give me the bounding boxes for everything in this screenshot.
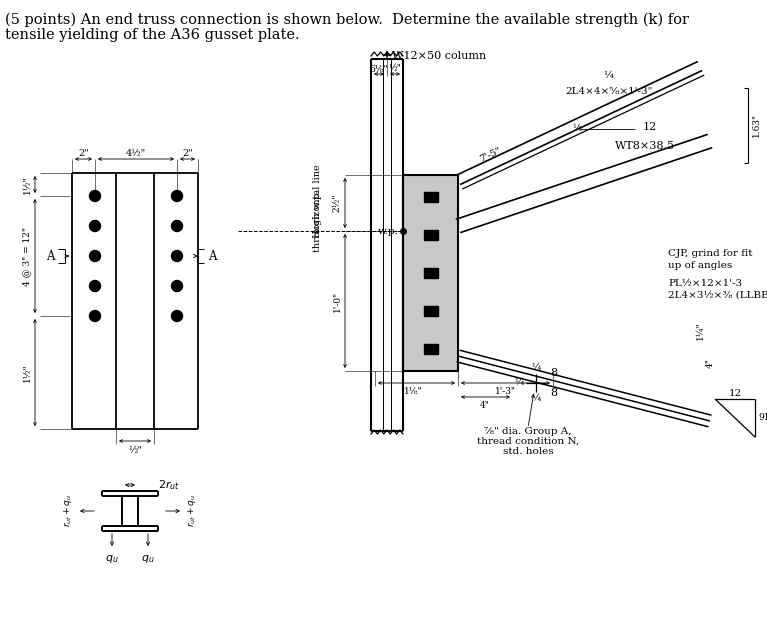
Text: 1'-0": 1'-0" [333, 290, 341, 312]
Text: 2½": 2½" [333, 194, 341, 212]
Text: tensile yielding of the A36 gusset plate.: tensile yielding of the A36 gusset plate… [5, 28, 300, 42]
Text: through w.p.: through w.p. [314, 190, 322, 252]
Circle shape [172, 310, 183, 322]
Text: ¼: ¼ [515, 379, 524, 387]
Text: $r_{ut}+q_u$: $r_{ut}+q_u$ [186, 495, 198, 528]
Text: 1¼": 1¼" [696, 322, 705, 340]
Text: $q_u$: $q_u$ [141, 553, 155, 565]
Text: 91⁄₁₆: 91⁄₁₆ [758, 413, 767, 423]
Text: 4": 4" [480, 401, 490, 410]
Circle shape [90, 191, 100, 201]
Text: thread condition N,: thread condition N, [477, 437, 579, 445]
Text: up of angles: up of angles [668, 261, 732, 269]
Bar [423, 192, 437, 202]
Text: 4 @ 3" = 12": 4 @ 3" = 12" [22, 227, 31, 285]
Bar [423, 306, 437, 316]
Text: 1'-3": 1'-3" [495, 387, 515, 396]
Text: 4": 4" [706, 358, 715, 368]
Circle shape [172, 220, 183, 232]
Bar [423, 344, 437, 354]
Text: ½: ½ [572, 124, 581, 134]
Text: CJP, grind for fit: CJP, grind for fit [668, 249, 752, 257]
Text: 8: 8 [550, 388, 557, 398]
Text: w.p.: w.p. [378, 227, 399, 235]
Text: 1⅛": 1⅛" [403, 387, 423, 396]
Circle shape [172, 281, 183, 292]
Text: ½": ½" [389, 64, 401, 73]
Text: $r_{ut}+q_u$: $r_{ut}+q_u$ [62, 495, 74, 528]
Text: 2": 2" [182, 150, 193, 158]
Circle shape [90, 220, 100, 232]
Text: 1½": 1½" [22, 363, 31, 382]
Text: WT8×38.5: WT8×38.5 [615, 141, 675, 151]
Text: (5 points) An end truss connection is shown below.  Determine the available stre: (5 points) An end truss connection is sh… [5, 13, 689, 27]
Text: 4½": 4½" [126, 150, 146, 158]
Text: 2L4×3½×⅜ (LLBB): 2L4×3½×⅜ (LLBB) [668, 290, 767, 300]
Text: $2r_{ut}$: $2r_{ut}$ [158, 478, 180, 492]
Text: ¼: ¼ [532, 363, 541, 372]
Text: 8: 8 [550, 368, 557, 378]
Text: $q_u$: $q_u$ [105, 553, 119, 565]
Text: ⅞" dia. Group A,: ⅞" dia. Group A, [484, 427, 571, 435]
Text: ¼: ¼ [532, 394, 541, 403]
Text: 12: 12 [643, 122, 657, 132]
Bar [423, 230, 437, 240]
Circle shape [90, 281, 100, 292]
Text: ¼: ¼ [603, 71, 613, 81]
Text: 2": 2" [78, 150, 89, 158]
Circle shape [172, 251, 183, 261]
Text: Horizontal line: Horizontal line [314, 164, 322, 238]
Circle shape [90, 251, 100, 261]
Text: 6⅛": 6⅛" [370, 64, 388, 73]
Text: 12: 12 [729, 389, 742, 399]
Text: W12×50 column: W12×50 column [392, 51, 486, 61]
Text: 1.63": 1.63" [752, 113, 761, 137]
Text: 7'-5": 7'-5" [478, 146, 502, 164]
Text: 2L4×4×⅝×1'-3": 2L4×4×⅝×1'-3" [565, 86, 653, 95]
Text: ½": ½" [128, 446, 142, 455]
Text: PL½×12×1'-3: PL½×12×1'-3 [668, 278, 742, 288]
Text: 1½": 1½" [22, 175, 31, 194]
Circle shape [90, 310, 100, 322]
Circle shape [172, 191, 183, 201]
Text: A: A [46, 249, 54, 262]
Bar [403, 175, 458, 371]
Text: A: A [208, 249, 216, 262]
Text: std. holes: std. holes [502, 447, 553, 456]
Bar [423, 268, 437, 278]
